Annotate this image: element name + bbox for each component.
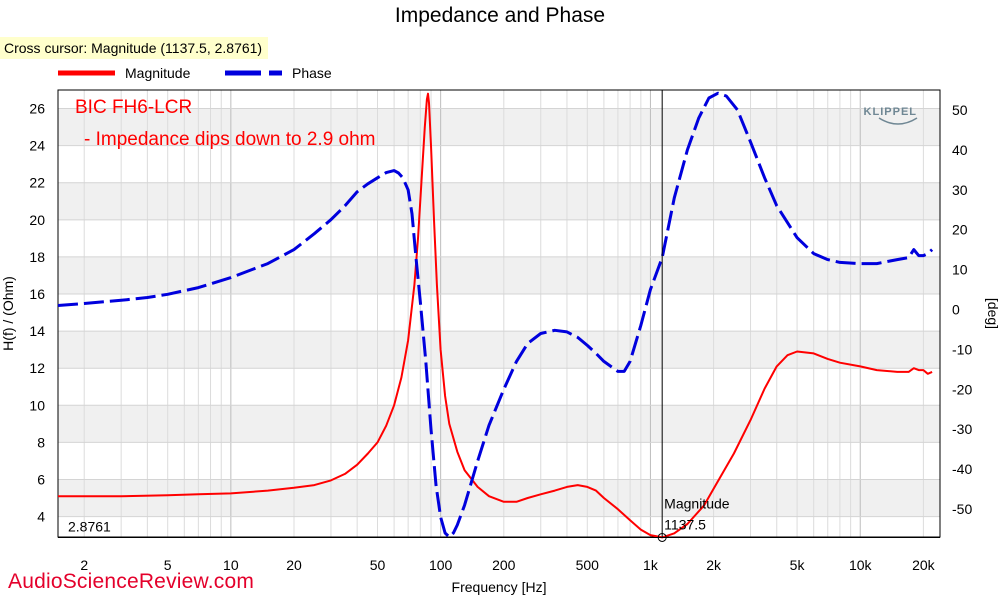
y-right-tick-label: 30 bbox=[952, 182, 968, 198]
x-tick-label: 20 bbox=[286, 557, 302, 573]
y-left-axis-label: H(f) / (Ohm) bbox=[0, 276, 16, 351]
series-magnitude-line bbox=[58, 92, 933, 539]
chart-title: Impedance and Phase bbox=[394, 4, 606, 27]
x-tick-label: 2k bbox=[706, 557, 722, 573]
annotation-title: BIC FH6-LCR bbox=[75, 97, 192, 118]
x-tick-label: 50 bbox=[370, 557, 386, 573]
grid-band bbox=[58, 405, 940, 443]
x-axis-label: Frequency [Hz] bbox=[452, 579, 547, 595]
x-tick-label: 10k bbox=[849, 557, 873, 573]
x-tick-label: 5 bbox=[164, 557, 172, 573]
grid-band bbox=[58, 256, 940, 295]
y-left-tick-label: 20 bbox=[29, 212, 45, 228]
x-tick-label: 20k bbox=[912, 557, 936, 573]
y-right-tick-label: -20 bbox=[952, 381, 972, 397]
y-left-tick-label: 14 bbox=[29, 323, 45, 339]
y-left-tick-label: 8 bbox=[37, 434, 45, 450]
x-tick-label: 100 bbox=[429, 557, 453, 573]
cross-cursor-readout: Cross cursor: Magnitude (1137.5, 2.8761) bbox=[0, 37, 269, 59]
klippel-logo-arc bbox=[878, 117, 918, 125]
grid-band bbox=[58, 182, 940, 220]
legend-label-phase: Phase bbox=[292, 65, 332, 81]
x-tick-label: 500 bbox=[576, 557, 600, 573]
annotation-note: - Impedance dips down to 2.9 ohm bbox=[84, 129, 376, 150]
plot-area bbox=[58, 90, 940, 537]
x-tick-label: 200 bbox=[492, 557, 516, 573]
y-right-tick-label: -30 bbox=[952, 421, 972, 437]
series-phase-line bbox=[57, 91, 934, 539]
grid-band bbox=[58, 479, 940, 517]
grid-band bbox=[58, 331, 940, 369]
y-left-tick-label: 16 bbox=[29, 286, 45, 302]
y-left-tick-label: 6 bbox=[37, 472, 45, 488]
y-right-tick-label: -10 bbox=[952, 341, 972, 357]
y-right-axis-label: [deg] bbox=[985, 298, 1000, 329]
y-right-tick-label: 0 bbox=[952, 302, 960, 318]
cursor-y-label: 2.8761 bbox=[68, 518, 111, 534]
grid-band bbox=[58, 108, 940, 146]
cursor-x-label: 1137.5 bbox=[664, 516, 706, 532]
y-right-tick-label: 10 bbox=[952, 262, 968, 278]
y-right-tick-label: 50 bbox=[952, 102, 968, 118]
cursor-marker bbox=[657, 532, 667, 542]
x-tick-label: 10 bbox=[223, 557, 239, 573]
legend-label-magnitude: Magnitude bbox=[125, 65, 191, 81]
y-right-tick-label: -50 bbox=[952, 501, 972, 517]
klippel-logo: KLIPPEL bbox=[864, 106, 917, 118]
y-left-tick-label: 4 bbox=[37, 509, 45, 525]
x-tick-label: 1k bbox=[643, 557, 659, 573]
y-left-tick-label: 18 bbox=[29, 249, 45, 265]
y-left-tick-label: 12 bbox=[29, 360, 45, 376]
y-right-tick-label: -40 bbox=[952, 461, 972, 477]
y-left-tick-label: 26 bbox=[29, 101, 45, 117]
y-left-tick-label: 22 bbox=[29, 175, 45, 191]
x-tick-label: 2 bbox=[80, 557, 88, 573]
y-left-tick-label: 10 bbox=[29, 397, 45, 413]
y-right-tick-label: 40 bbox=[952, 142, 968, 158]
y-left-tick-label: 24 bbox=[29, 138, 45, 154]
cursor-series-label: Magnitude bbox=[664, 495, 730, 511]
x-tick-label: 5k bbox=[790, 557, 806, 573]
y-right-tick-label: 20 bbox=[952, 222, 968, 238]
watermark-text: AudioScienceReview.com bbox=[8, 570, 255, 593]
